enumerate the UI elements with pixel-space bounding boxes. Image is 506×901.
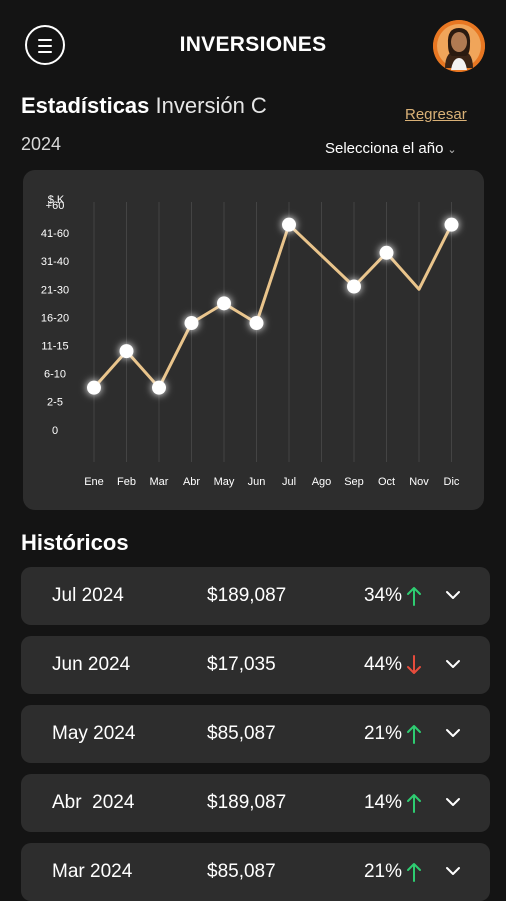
data-point — [184, 316, 199, 331]
x-tick-label: Jun — [248, 476, 266, 488]
history-row[interactable]: Abr 2024 $189,087 14% — [21, 774, 490, 832]
x-tick-label: Sep — [344, 476, 364, 488]
arrow-up-icon — [407, 725, 421, 744]
row-percent: 34% — [363, 585, 402, 606]
row-month: Mar 2024 — [52, 861, 133, 882]
data-point — [217, 296, 231, 311]
row-amount: $189,087 — [207, 585, 287, 606]
row-month: Jul 2024 — [52, 585, 124, 606]
x-tick-label: Abr — [183, 476, 200, 488]
data-point — [119, 344, 134, 359]
history-row[interactable]: Mar 2024 $85,087 21% — [21, 843, 490, 901]
x-tick-label: Dic — [444, 476, 460, 488]
chevron-down-icon[interactable] — [445, 796, 461, 808]
row-month: Jun 2024 — [52, 654, 131, 675]
y-tick-label: 6-10 — [44, 369, 66, 381]
data-point — [347, 279, 361, 294]
stats-subtitle: Inversión C — [155, 93, 267, 118]
row-amount: $85,087 — [207, 861, 276, 882]
y-tick-label: 0 — [52, 425, 58, 437]
chevron-down-icon: ⌄ — [447, 144, 457, 156]
row-amount: $85,087 — [207, 723, 276, 744]
arrow-down-icon — [407, 655, 421, 674]
history-row[interactable]: May 2024 $85,087 21% — [21, 705, 490, 763]
chevron-down-icon[interactable] — [445, 589, 461, 601]
row-percent: 21% — [363, 723, 402, 744]
row-month: Abr 2024 — [52, 792, 135, 813]
row-month: May 2024 — [52, 723, 136, 744]
data-point — [249, 316, 264, 331]
data-point — [87, 380, 101, 395]
arrow-up-icon — [407, 863, 421, 882]
y-tick-label: 31-40 — [41, 256, 69, 268]
chevron-down-icon[interactable] — [445, 865, 461, 877]
y-tick-label: 41-60 — [41, 228, 69, 240]
row-percent: 44% — [363, 654, 402, 675]
avatar[interactable] — [433, 20, 485, 72]
y-unit-label: $ K — [48, 194, 65, 206]
x-tick-label: Oct — [378, 476, 395, 488]
history-row[interactable]: Jul 2024 $189,087 34% — [21, 567, 490, 625]
data-point — [152, 380, 166, 395]
x-tick-label: Nov — [409, 476, 429, 488]
row-amount: $189,087 — [207, 792, 287, 813]
y-tick-label: 21-30 — [41, 284, 69, 296]
stats-title: Estadísticas — [21, 93, 150, 118]
x-tick-label: Mar — [150, 476, 169, 488]
history-title: Históricos — [21, 530, 129, 555]
back-link[interactable]: Regresar — [405, 106, 467, 123]
y-tick-label: +60 — [46, 200, 65, 212]
x-tick-label: Feb — [117, 476, 136, 488]
line-chart: $ K 0 2-5 6-10 11-15 16-20 21-30 31-40 41-60 +60 E… — [41, 194, 460, 488]
data-point — [379, 245, 394, 260]
history-row[interactable]: Jun 2024 $17,035 44% — [21, 636, 490, 694]
app-title: INVERSIONES — [179, 33, 327, 56]
x-tick-label: Ene — [84, 476, 104, 488]
menu-icon[interactable] — [25, 25, 65, 65]
series-line — [92, 223, 453, 390]
x-tick-label: Jul — [282, 476, 296, 488]
chevron-down-icon[interactable] — [445, 727, 461, 739]
x-tick-label: Ago — [312, 476, 332, 488]
data-point — [444, 217, 459, 232]
year-select-label: Selecciona el año — [325, 140, 444, 157]
data-point — [282, 217, 296, 232]
y-tick-label: 11-15 — [41, 341, 68, 353]
arrow-up-icon — [407, 587, 421, 606]
row-percent: 21% — [363, 861, 402, 882]
y-tick-label: 16-20 — [41, 312, 69, 324]
y-tick-label: 2-5 — [47, 397, 63, 409]
row-amount: $17,035 — [207, 654, 276, 675]
chart-card: $ K 0 2-5 6-10 11-15 16-20 21-30 31-40 41-60 +60 E… — [23, 170, 484, 510]
x-tick-label: May — [214, 476, 235, 488]
selected-year: 2024 — [21, 134, 62, 154]
top-bar: INVERSIONES — [0, 0, 506, 92]
stats-heading: Estadísticas Inversión C — [21, 93, 267, 119]
row-percent: 14% — [363, 792, 402, 813]
year-select[interactable]: Selecciona el año ⌄ — [325, 140, 457, 157]
chevron-down-icon[interactable] — [445, 658, 461, 670]
arrow-up-icon — [407, 794, 421, 813]
